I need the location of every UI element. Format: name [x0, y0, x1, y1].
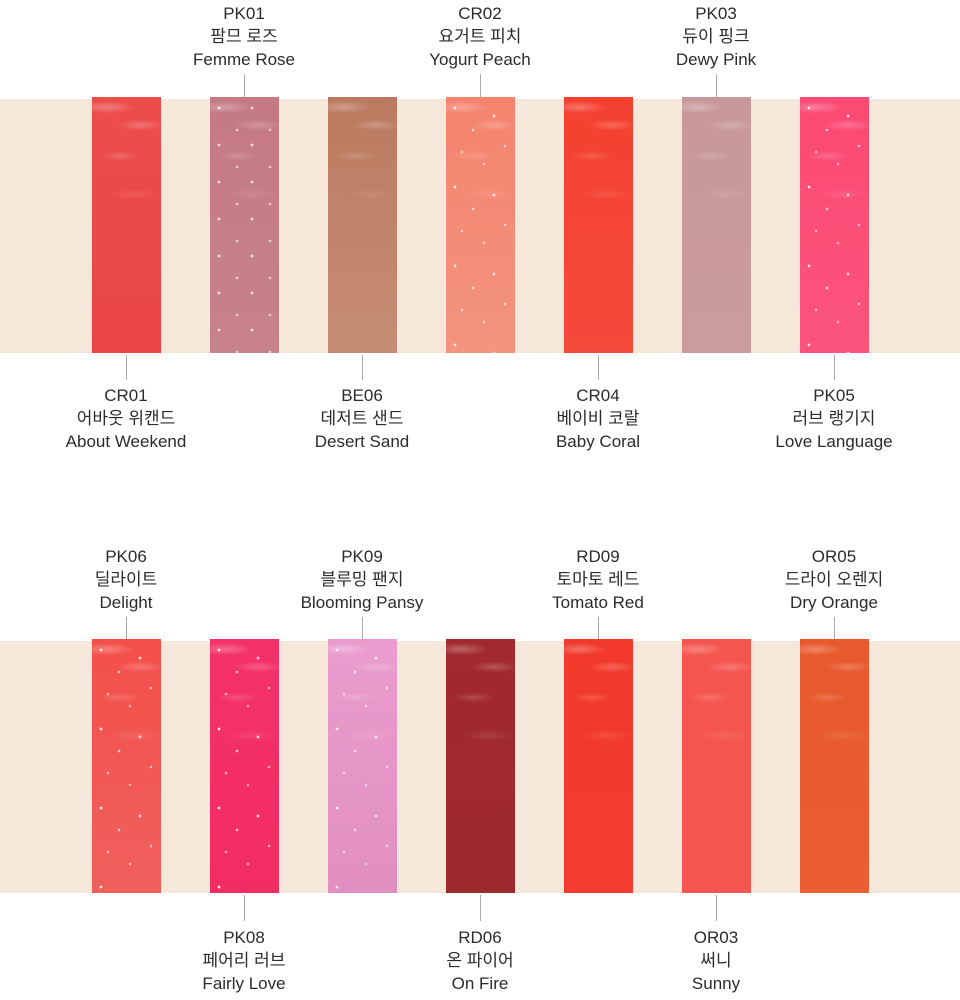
swatch-PK06: [92, 639, 161, 893]
shade-label-BE06: BE06 데저트 샌드 Desert Sand: [315, 384, 410, 453]
shade-name-korean: 딜라이트: [94, 570, 158, 589]
shade-label-PK09: PK09 블루밍 팬지 Blooming Pansy: [301, 545, 424, 614]
shade-label-CR02: CR02 요거트 피치 Yogurt Peach: [429, 2, 530, 71]
connector-line: [126, 355, 127, 380]
swatch-CR04: [564, 97, 633, 353]
shade-name-korean: 페어리 러브: [202, 951, 286, 970]
shade-code: CR04: [576, 386, 620, 405]
swatch-PK09: [328, 639, 397, 893]
shade-code: PK09: [341, 547, 383, 566]
shade-code: PK08: [223, 928, 265, 947]
shade-label-PK08: PK08 페어리 러브 Fairly Love: [202, 926, 285, 995]
shade-name-korean: 러브 랭기지: [792, 409, 876, 428]
connector-line: [480, 895, 481, 921]
swatch-BE06: [328, 97, 397, 353]
shade-label-CR01: CR01 어바웃 위캔드 About Weekend: [66, 384, 187, 453]
connector-line: [480, 74, 481, 97]
shade-name-korean: 블루밍 팬지: [320, 570, 404, 589]
connector-line: [126, 617, 127, 639]
shade-name-english: Yogurt Peach: [429, 50, 531, 69]
shade-code: BE06: [341, 386, 383, 405]
shade-name-korean: 듀이 핑크: [682, 27, 750, 46]
connector-line: [244, 895, 245, 921]
connector-line: [834, 617, 835, 639]
connector-line: [716, 74, 717, 97]
shade-label-RD09: RD09 토마토 레드 Tomato Red: [552, 545, 644, 614]
shade-name-korean: 요거트 피치: [438, 27, 522, 46]
shade-name-korean: 데저트 샌드: [320, 409, 404, 428]
swatch-PK01: [210, 97, 279, 353]
shade-label-RD06: RD06 온 파이어 On Fire: [446, 926, 513, 995]
connector-line: [362, 355, 363, 380]
shade-name-english: About Weekend: [65, 432, 187, 451]
swatch-CR02: [446, 97, 515, 353]
shade-name-korean: 팜므 로즈: [210, 27, 278, 46]
shade-name-korean: 토마토 레드: [556, 570, 640, 589]
shade-label-OR05: OR05 드라이 오렌지 Dry Orange: [785, 545, 884, 614]
swatch-RD06: [446, 639, 515, 893]
shade-label-PK06: PK06 딜라이트 Delight: [95, 545, 158, 614]
shade-name-korean: 베이비 코랄: [556, 409, 640, 428]
swatch-RD09: [564, 639, 633, 893]
shade-name-korean: 써니: [700, 951, 732, 970]
swatch-PK03: [682, 97, 751, 353]
shade-name-english: Dewy Pink: [675, 50, 757, 69]
shade-code: CR02: [458, 4, 502, 23]
shade-name-english: Love Language: [775, 432, 893, 451]
shade-name-english: Dry Orange: [790, 593, 878, 612]
shade-label-OR03: OR03 써니 Sunny: [692, 926, 740, 995]
connector-line: [716, 895, 717, 921]
connector-line: [362, 617, 363, 639]
shade-label-PK01: PK01 팜므 로즈 Femme Rose: [193, 2, 295, 71]
connector-line: [598, 355, 599, 380]
shade-label-PK03: PK03 듀이 핑크 Dewy Pink: [676, 2, 756, 71]
shade-name-korean: 드라이 오렌지: [784, 570, 884, 589]
shade-name-english: Femme Rose: [192, 50, 296, 69]
connector-line: [244, 74, 245, 97]
shade-code: RD09: [576, 547, 620, 566]
swatch-OR03: [682, 639, 751, 893]
swatch-CR01: [92, 97, 161, 353]
shade-code: RD06: [458, 928, 502, 947]
shade-code: PK01: [223, 4, 265, 23]
shade-name-korean: 어바웃 위캔드: [76, 409, 176, 428]
shade-code: OR05: [811, 547, 857, 566]
shade-name-korean: 온 파이어: [446, 951, 514, 970]
swatch-PK08: [210, 639, 279, 893]
shade-name-english: Delight: [99, 593, 153, 612]
connector-line: [598, 617, 599, 639]
shade-name-english: Blooming Pansy: [300, 593, 424, 612]
shade-code: PK03: [695, 4, 737, 23]
shade-code: CR01: [104, 386, 148, 405]
shade-name-english: On Fire: [451, 974, 509, 993]
swatch-PK05: [800, 97, 869, 353]
shade-label-PK05: PK05 러브 랭기지 Love Language: [775, 384, 892, 453]
shade-name-english: Sunny: [691, 974, 741, 993]
shade-code: PK06: [105, 547, 147, 566]
shade-code: PK05: [813, 386, 855, 405]
shade-name-english: Desert Sand: [314, 432, 410, 451]
shade-name-english: Fairly Love: [202, 974, 286, 993]
connector-line: [834, 355, 835, 380]
swatch-OR05: [800, 639, 869, 893]
shade-name-english: Tomato Red: [552, 593, 644, 612]
shade-name-english: Baby Coral: [555, 432, 641, 451]
shade-code: OR03: [693, 928, 739, 947]
shade-label-CR04: CR04 베이비 코랄 Baby Coral: [556, 384, 640, 453]
